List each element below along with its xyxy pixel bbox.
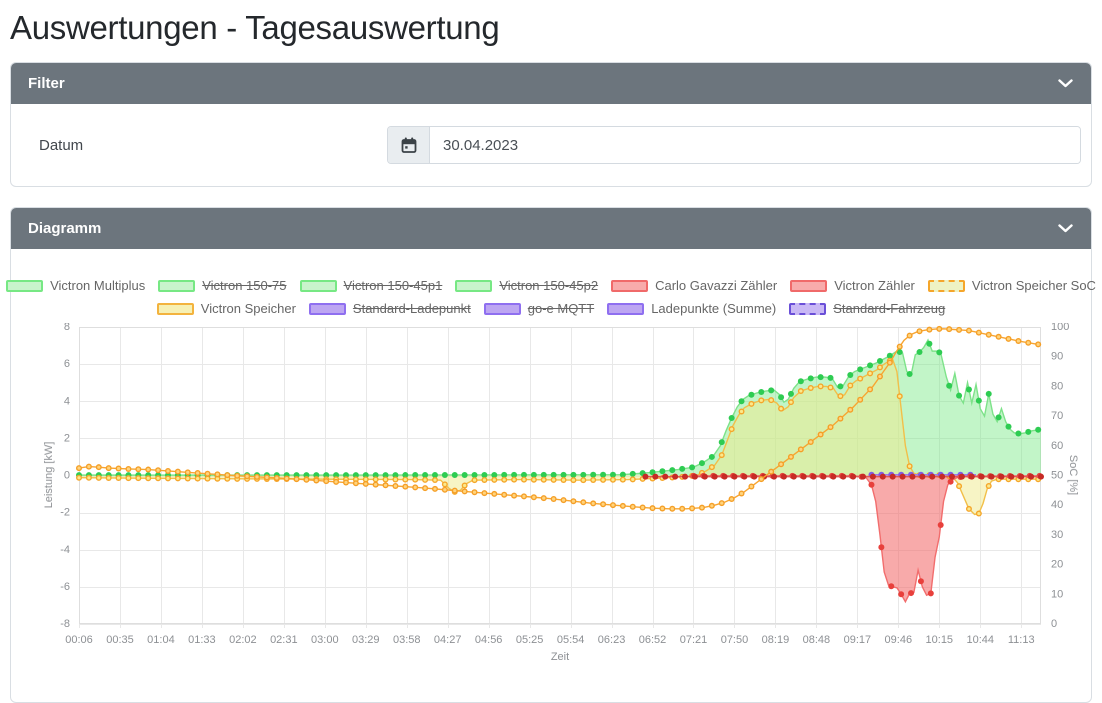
- legend-label: Victron 150-45p2: [499, 278, 599, 293]
- diagram-panel: Diagramm Victron Multiplus Victron 150-75…: [6, 207, 1096, 703]
- legend-label: Victron Multiplus: [50, 278, 146, 293]
- legend-swatch: [790, 279, 828, 292]
- y-axis-label-right: SoC [%]: [1067, 454, 1079, 496]
- legend-item[interactable]: go-e MQTT: [483, 301, 595, 316]
- legend-label: Victron 150-75: [202, 278, 287, 293]
- date-input[interactable]: [430, 127, 1080, 163]
- page-title: Auswertungen - Tagesauswertung: [10, 9, 500, 46]
- chart-canvas[interactable]: [11, 323, 1093, 672]
- legend-item[interactable]: Carlo Gavazzi Zähler: [611, 278, 777, 293]
- legend-swatch: [789, 302, 827, 315]
- x-axis-label: Zeit: [550, 651, 570, 663]
- legend-item[interactable]: Victron Speicher: [156, 301, 296, 316]
- calendar-button[interactable]: [388, 127, 430, 163]
- legend-label: Ladepunkte (Summe): [651, 301, 777, 316]
- diagram-panel-header[interactable]: Diagramm: [11, 208, 1091, 249]
- chart-legend: Victron Multiplus Victron 150-75 Victron 1…: [6, 275, 1096, 319]
- legend-swatch: [455, 279, 493, 292]
- date-label: Datum: [39, 136, 84, 154]
- legend-swatch: [158, 279, 196, 292]
- legend-item[interactable]: Victron Multiplus: [6, 278, 145, 293]
- date-input-group: [387, 126, 1081, 164]
- chart-area: Leistung [kW] SoC [%] Zeit: [11, 323, 1093, 676]
- legend-item[interactable]: Victron 150-75: [158, 278, 287, 293]
- filter-panel-title: Filter: [28, 75, 65, 92]
- legend-swatch: [308, 302, 346, 315]
- chevron-down-icon: [1058, 79, 1073, 88]
- chevron-down-icon: [1058, 224, 1073, 233]
- legend-item[interactable]: Victron Zähler: [790, 278, 915, 293]
- legend-item[interactable]: Victron Speicher SoC: [927, 278, 1096, 293]
- legend-swatch: [607, 302, 645, 315]
- legend-item[interactable]: Victron 150-45p2: [455, 278, 598, 293]
- legend-label: Carlo Gavazzi Zähler: [655, 278, 778, 293]
- legend-label: go-e MQTT: [527, 301, 595, 316]
- legend-label: Victron Speicher: [200, 301, 296, 316]
- filter-panel: Filter Datum: [10, 62, 1092, 187]
- legend-swatch: [6, 279, 44, 292]
- legend-swatch: [927, 279, 965, 292]
- legend-swatch: [156, 302, 194, 315]
- filter-panel-header[interactable]: Filter: [11, 63, 1091, 104]
- calendar-icon: [401, 137, 416, 153]
- legend-item[interactable]: Ladepunkte (Summe): [607, 301, 776, 316]
- legend-label: Standard-Fahrzeug: [833, 301, 946, 316]
- filter-panel-body: Datum: [11, 104, 1091, 186]
- legend-swatch: [483, 302, 521, 315]
- legend-label: Victron Zähler: [834, 278, 915, 293]
- legend-item[interactable]: Standard-Ladepunkt: [308, 301, 471, 316]
- legend-label: Victron Speicher SoC: [971, 278, 1096, 293]
- y-axis-label-left: Leistung [kW]: [43, 441, 55, 509]
- legend-label: Standard-Ladepunkt: [352, 301, 471, 316]
- diagram-panel-body: Victron Multiplus Victron 150-75 Victron 1…: [6, 275, 1096, 702]
- legend-swatch: [611, 279, 649, 292]
- legend-item[interactable]: Standard-Fahrzeug: [789, 301, 945, 316]
- legend-label: Victron 150-45p1: [343, 278, 443, 293]
- diagram-panel-title: Diagramm: [28, 220, 102, 237]
- legend-item[interactable]: Victron 150-45p1: [299, 278, 443, 293]
- legend-swatch: [299, 279, 337, 292]
